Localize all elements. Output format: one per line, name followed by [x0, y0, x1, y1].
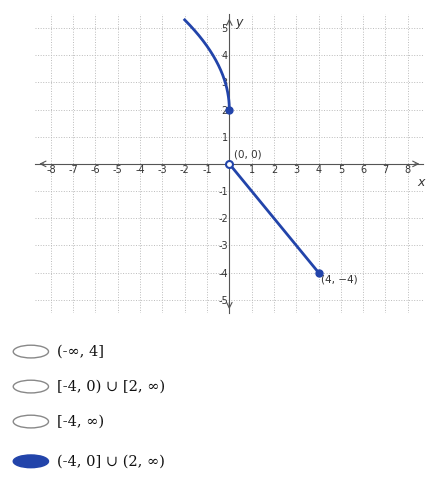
Text: [-4, 0) ∪ [2, ∞): [-4, 0) ∪ [2, ∞): [57, 379, 165, 394]
Text: y: y: [235, 16, 242, 29]
Circle shape: [13, 455, 49, 468]
Text: (4, −4): (4, −4): [321, 274, 357, 284]
Text: (-4, 0] ∪ (2, ∞): (-4, 0] ∪ (2, ∞): [57, 455, 165, 469]
Text: [-4, ∞): [-4, ∞): [57, 415, 105, 428]
Text: (0, 0): (0, 0): [234, 149, 262, 159]
Text: (-∞, 4]: (-∞, 4]: [57, 345, 105, 359]
Text: x: x: [418, 176, 425, 189]
